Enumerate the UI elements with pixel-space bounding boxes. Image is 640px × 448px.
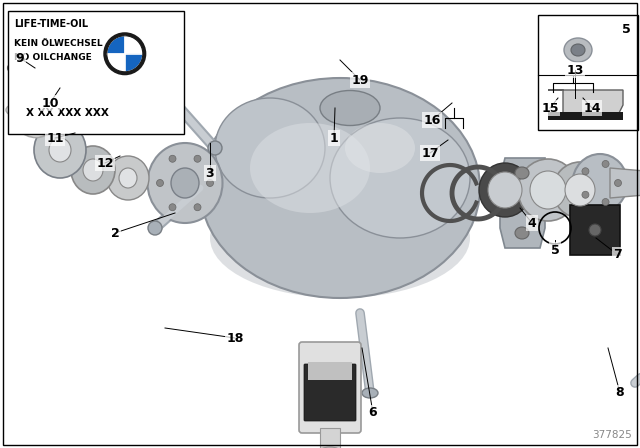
Ellipse shape — [6, 100, 66, 120]
Bar — [320, 428, 340, 448]
Text: 5: 5 — [621, 23, 630, 36]
Bar — [538, 15, 638, 130]
Bar — [8, 11, 184, 134]
Text: 19: 19 — [351, 73, 369, 86]
Ellipse shape — [194, 204, 201, 211]
Wedge shape — [125, 36, 142, 54]
Text: 14: 14 — [583, 102, 601, 115]
Ellipse shape — [210, 178, 470, 298]
Ellipse shape — [330, 118, 470, 238]
Text: 12: 12 — [96, 156, 114, 169]
Text: LIFE-TIME-OIL: LIFE-TIME-OIL — [13, 19, 88, 29]
Text: NO OILCHANGE: NO OILCHANGE — [13, 53, 92, 62]
Ellipse shape — [564, 38, 592, 62]
Text: 15: 15 — [541, 102, 559, 115]
Ellipse shape — [530, 171, 566, 209]
Ellipse shape — [362, 388, 378, 398]
Ellipse shape — [614, 180, 621, 186]
Ellipse shape — [49, 138, 71, 162]
Ellipse shape — [11, 82, 61, 138]
Ellipse shape — [148, 221, 162, 235]
Text: 18: 18 — [227, 332, 244, 345]
Ellipse shape — [147, 143, 223, 223]
Polygon shape — [610, 168, 640, 198]
Ellipse shape — [582, 168, 589, 175]
Text: 4: 4 — [527, 216, 536, 229]
Circle shape — [107, 36, 143, 72]
Ellipse shape — [345, 123, 415, 173]
Text: 11: 11 — [46, 132, 64, 145]
Text: 13: 13 — [566, 64, 584, 77]
Ellipse shape — [250, 123, 370, 213]
Bar — [308, 362, 352, 380]
Ellipse shape — [208, 141, 222, 155]
Ellipse shape — [171, 168, 199, 198]
Ellipse shape — [573, 154, 627, 212]
Text: 10: 10 — [41, 96, 59, 109]
Ellipse shape — [71, 146, 115, 194]
Polygon shape — [548, 112, 623, 120]
Text: 7: 7 — [614, 249, 622, 262]
Ellipse shape — [320, 90, 380, 125]
FancyBboxPatch shape — [304, 364, 356, 421]
Ellipse shape — [169, 204, 176, 211]
Ellipse shape — [119, 168, 137, 188]
Ellipse shape — [515, 227, 529, 239]
Wedge shape — [125, 54, 142, 71]
Ellipse shape — [479, 163, 531, 217]
Ellipse shape — [553, 162, 607, 218]
Ellipse shape — [34, 122, 86, 178]
Ellipse shape — [107, 156, 149, 200]
Text: 6: 6 — [369, 406, 378, 419]
Ellipse shape — [319, 447, 341, 448]
Polygon shape — [500, 158, 545, 248]
Text: 2: 2 — [111, 227, 120, 240]
Wedge shape — [108, 54, 125, 71]
Text: 16: 16 — [423, 113, 441, 126]
Ellipse shape — [169, 155, 176, 162]
Ellipse shape — [565, 174, 595, 206]
Ellipse shape — [602, 198, 609, 206]
Text: 5: 5 — [550, 244, 559, 257]
Ellipse shape — [200, 78, 480, 298]
Text: 1: 1 — [330, 132, 339, 145]
Ellipse shape — [518, 159, 578, 221]
Ellipse shape — [194, 155, 201, 162]
Text: X XX XXX XXX: X XX XXX XXX — [26, 108, 109, 118]
Ellipse shape — [207, 180, 214, 186]
Text: 377825: 377825 — [592, 430, 632, 440]
FancyBboxPatch shape — [299, 342, 361, 433]
Text: 8: 8 — [616, 387, 624, 400]
Ellipse shape — [488, 172, 522, 208]
Text: KEIN ÖLWECHSEL: KEIN ÖLWECHSEL — [13, 39, 102, 48]
Ellipse shape — [13, 105, 59, 135]
Bar — [570, 205, 620, 255]
Ellipse shape — [215, 98, 325, 198]
Text: 3: 3 — [205, 167, 214, 180]
Polygon shape — [548, 90, 623, 115]
Ellipse shape — [157, 180, 163, 186]
Ellipse shape — [582, 191, 589, 198]
Ellipse shape — [589, 224, 601, 236]
Wedge shape — [108, 36, 125, 54]
Ellipse shape — [83, 159, 103, 181]
Circle shape — [104, 33, 145, 74]
Ellipse shape — [515, 167, 529, 179]
Ellipse shape — [602, 160, 609, 168]
Text: 9: 9 — [16, 52, 24, 65]
Ellipse shape — [571, 44, 585, 56]
Text: 17: 17 — [421, 146, 439, 159]
